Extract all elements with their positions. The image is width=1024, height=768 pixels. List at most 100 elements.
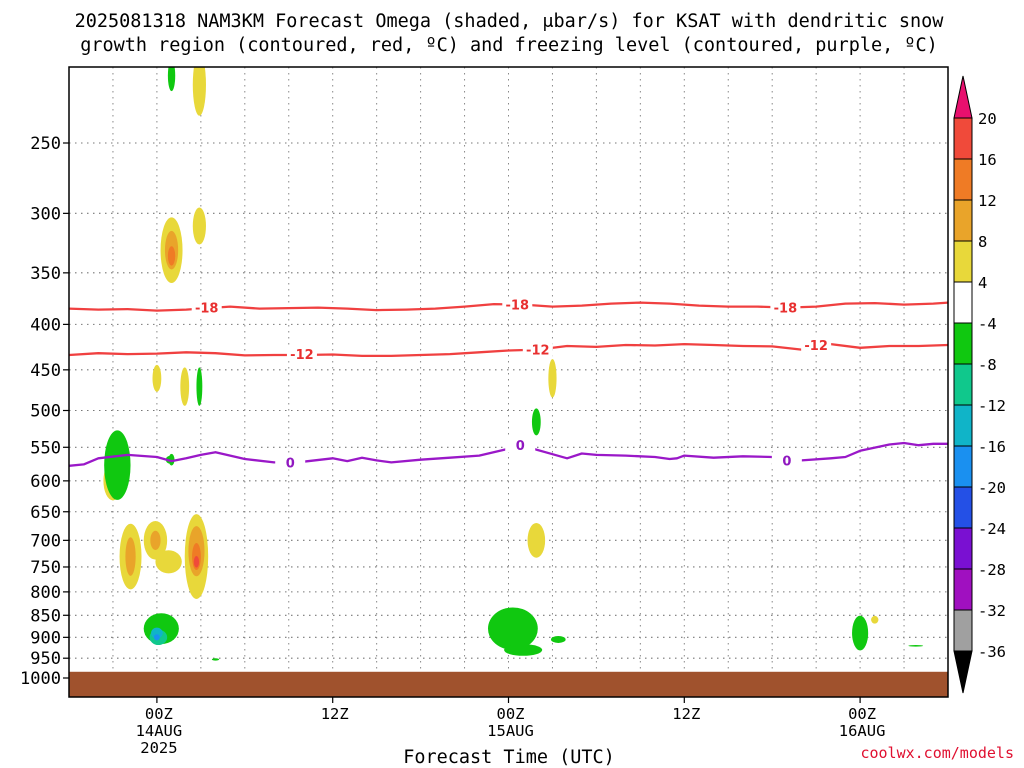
colorbar-label: -24 [978,520,1006,538]
y-tick-label: 650 [30,503,61,523]
omega-region [180,367,190,406]
x-tick-label: 12Z [672,705,700,723]
omega-region [151,627,163,639]
contour-label: -12 [526,344,550,359]
contour-label: -18 [506,299,530,314]
y-tick-label: 900 [30,628,61,648]
colorbar-label: -36 [978,643,1006,661]
y-tick-label: 250 [30,134,61,154]
colorbar-bin [953,445,973,488]
contour-label-bg [286,346,317,362]
contour-label: 0 [286,456,295,471]
x-tick-label: 12Z [321,705,349,723]
y-tick-label: 450 [30,361,61,381]
y-tick-label: 500 [30,402,61,422]
omega-region [152,364,162,392]
colorbar-label: -12 [978,397,1006,415]
colorbar-bin [953,322,973,365]
terrain [69,671,948,697]
colorbar-bin [953,363,973,406]
y-tick-label: 850 [30,606,61,626]
contour-label: -18 [774,302,798,317]
y-tick-label: 600 [30,472,61,492]
omega-region [527,522,546,558]
y-tick-label: 400 [30,315,61,335]
contour-label-bg [801,337,832,353]
omega-region [155,550,182,574]
colorbar-bin [953,158,973,201]
y-tick-label: 300 [30,204,61,224]
colorbar-bottom-arrow [953,650,973,694]
contour-label-bg [275,454,306,470]
contour-label-bg [502,296,533,312]
colorbar-bin [953,609,973,652]
terrain-fill [69,671,948,697]
omega-region [167,67,176,92]
contour-label: -12 [290,348,314,363]
omega-region [908,645,924,647]
x-tick-label: 14AUG [136,722,183,740]
omega-region [487,607,538,650]
colorbar-label: -20 [978,479,1006,497]
contour-label-bg [505,437,536,453]
omega-region [193,556,200,568]
colorbar-bin [953,117,973,160]
colorbar-label: -28 [978,561,1006,579]
colorbar-label: -32 [978,602,1006,620]
omega-region [167,246,176,266]
x-tick-label: 00Z [145,705,173,723]
colorbar-label: 16 [978,151,997,169]
omega-region [196,367,203,406]
colorbar-bin [953,527,973,570]
omega-region [550,636,566,643]
colorbar-bin [953,281,973,324]
colorbar-label: 12 [978,192,997,210]
omega-region [548,359,557,398]
omega-region [211,658,220,661]
omega-region [192,67,206,116]
colorbar-top-arrow [953,75,973,119]
contour-label: -18 [195,302,219,317]
omega-region [852,615,869,651]
omega-region [104,430,131,500]
contour-label-bg [191,299,222,315]
colorbar-label: 8 [978,233,987,251]
y-tick-label: 700 [30,531,61,551]
omega-region [150,530,161,550]
colorbar-bin [953,486,973,529]
colorbar-label: -4 [978,315,997,333]
colorbar-label: -8 [978,356,997,374]
y-tick-label: 800 [30,583,61,603]
colorbar-bin [953,568,973,611]
x-axis-title: Forecast Time (UTC) [403,747,615,768]
y-tick-label: 750 [30,558,61,578]
y-tick-label: 350 [30,264,61,284]
omega-region [153,634,160,641]
y-tick-label: 550 [30,438,61,458]
contour-label-bg [770,299,801,315]
contour-label: -12 [804,339,828,354]
y-tick-label: 1000 [20,669,61,689]
x-tick-label: 15AUG [487,722,534,740]
colorbar-bin [953,199,973,242]
colorbar-bin [953,240,973,283]
colorbar: 20 16 12 8 4 -4 -8 -12 -16 -20 -24 -28 -32 -36 [953,75,1006,694]
contour-label: 0 [782,454,791,469]
omega-region [871,615,879,624]
contour-label-bg [771,452,802,468]
x-tick-label: 16AUG [839,722,886,740]
contour-label-bg [522,341,553,357]
omega-region [531,408,541,436]
y-tick-label: 950 [30,649,61,669]
omega-region [125,537,136,576]
chart-title-line1: 2025081318 NAM3KM Forecast Omega (shaded… [75,11,945,32]
y-axis: 2503003504004505005506006507007508008509… [20,134,69,689]
chart-title-line2: growth region (contoured, red, ºC) and f… [80,35,938,56]
x-tick-label: 2025 [140,739,177,757]
colorbar-label: 20 [978,110,997,128]
colorbar-label: 4 [978,274,987,292]
omega-shading [103,67,924,661]
temperature-contours: -18 -18 -18 -12 -12 -12 0 0 0 [69,296,948,471]
